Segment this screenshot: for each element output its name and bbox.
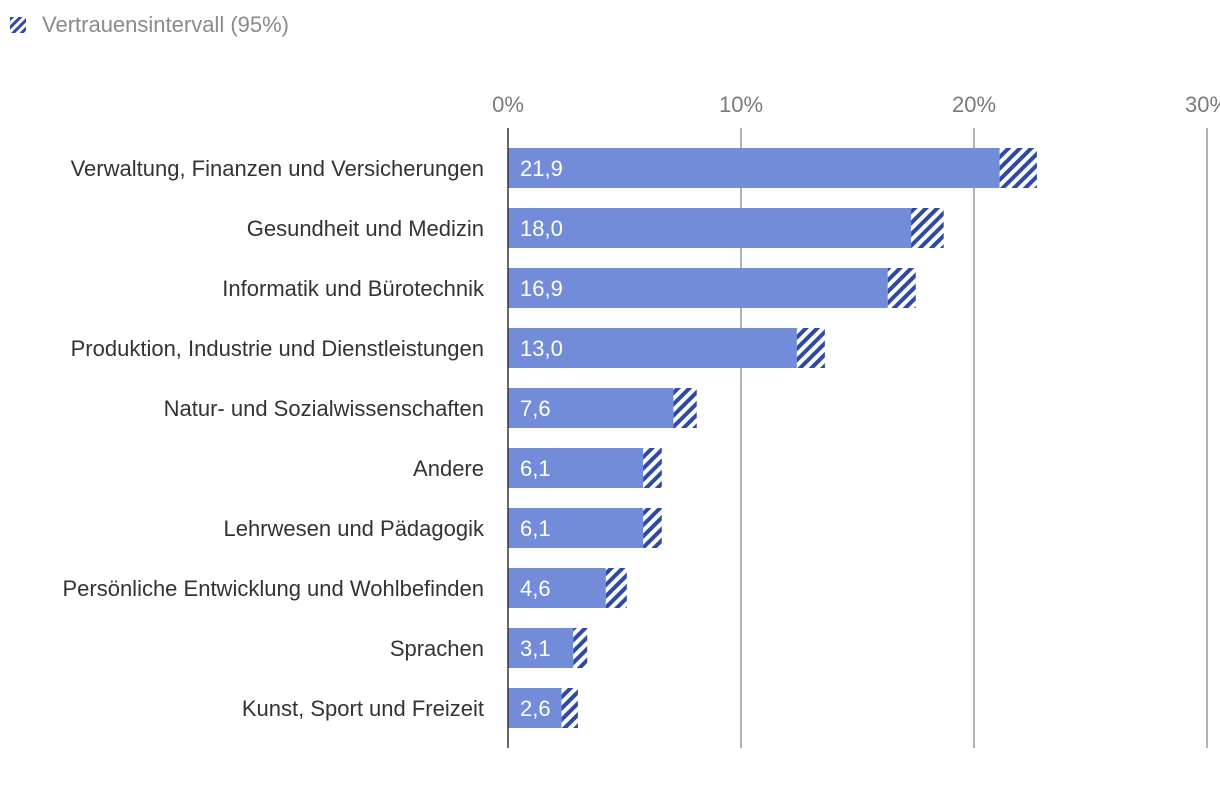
bar-value-label: 6,1 xyxy=(520,516,551,541)
category-label: Verwaltung, Finanzen und Versicherungen xyxy=(71,156,484,181)
bar xyxy=(508,388,674,428)
bar xyxy=(508,688,562,728)
legend-ci-swatch xyxy=(10,17,26,33)
x-tick-label: 20% xyxy=(952,92,996,117)
confidence-interval xyxy=(911,208,944,248)
labels: 0% 10% 20% 30% 21,9 Verwaltung, Finanzen und … xyxy=(62,92,1220,721)
confidence-interval xyxy=(796,328,825,368)
bar-value-label: 13,0 xyxy=(520,336,563,361)
bar xyxy=(508,628,574,668)
category-label: Lehrwesen und Pädagogik xyxy=(223,516,485,541)
bar xyxy=(508,568,606,608)
bar-value-label: 16,9 xyxy=(520,276,563,301)
confidence-interval xyxy=(673,388,697,428)
bar-value-label: 3,1 xyxy=(520,636,551,661)
category-label: Andere xyxy=(413,456,484,481)
category-label: Kunst, Sport und Freizeit xyxy=(242,696,484,721)
confidence-interval xyxy=(643,448,662,488)
confidence-interval xyxy=(643,508,662,548)
bar xyxy=(508,448,644,488)
legend-label: Vertrauensintervall (95%) xyxy=(42,12,290,37)
bars xyxy=(508,148,1037,728)
legend: Vertrauensintervall (95%) xyxy=(10,12,289,38)
bar-value-label: 2,6 xyxy=(520,696,551,721)
bar-value-label: 4,6 xyxy=(520,576,551,601)
category-label: Sprachen xyxy=(390,636,484,661)
category-label: Informatik und Bürotechnik xyxy=(222,276,485,301)
category-label: Gesundheit und Medizin xyxy=(247,216,484,241)
x-tick-label: 10% xyxy=(719,92,763,117)
bar-value-label: 6,1 xyxy=(520,456,551,481)
bar xyxy=(508,508,644,548)
bar-value-label: 21,9 xyxy=(520,156,563,181)
category-label: Natur- und Sozialwissenschaften xyxy=(164,396,484,421)
confidence-interval xyxy=(573,628,588,668)
confidence-interval xyxy=(561,688,578,728)
bar xyxy=(508,148,1000,188)
bar xyxy=(508,268,888,308)
category-label: Produktion, Industrie und Dienstleistung… xyxy=(71,336,484,361)
category-label: Persönliche Entwicklung und Wohlbefinden xyxy=(62,576,484,601)
bar-value-label: 7,6 xyxy=(520,396,551,421)
confidence-interval xyxy=(999,148,1037,188)
x-tick-label: 0% xyxy=(492,92,524,117)
bar-value-label: 18,0 xyxy=(520,216,563,241)
confidence-interval xyxy=(887,268,916,308)
bar xyxy=(508,328,797,368)
confidence-interval xyxy=(605,568,627,608)
bar xyxy=(508,208,912,248)
x-tick-label: 30% xyxy=(1185,92,1220,117)
